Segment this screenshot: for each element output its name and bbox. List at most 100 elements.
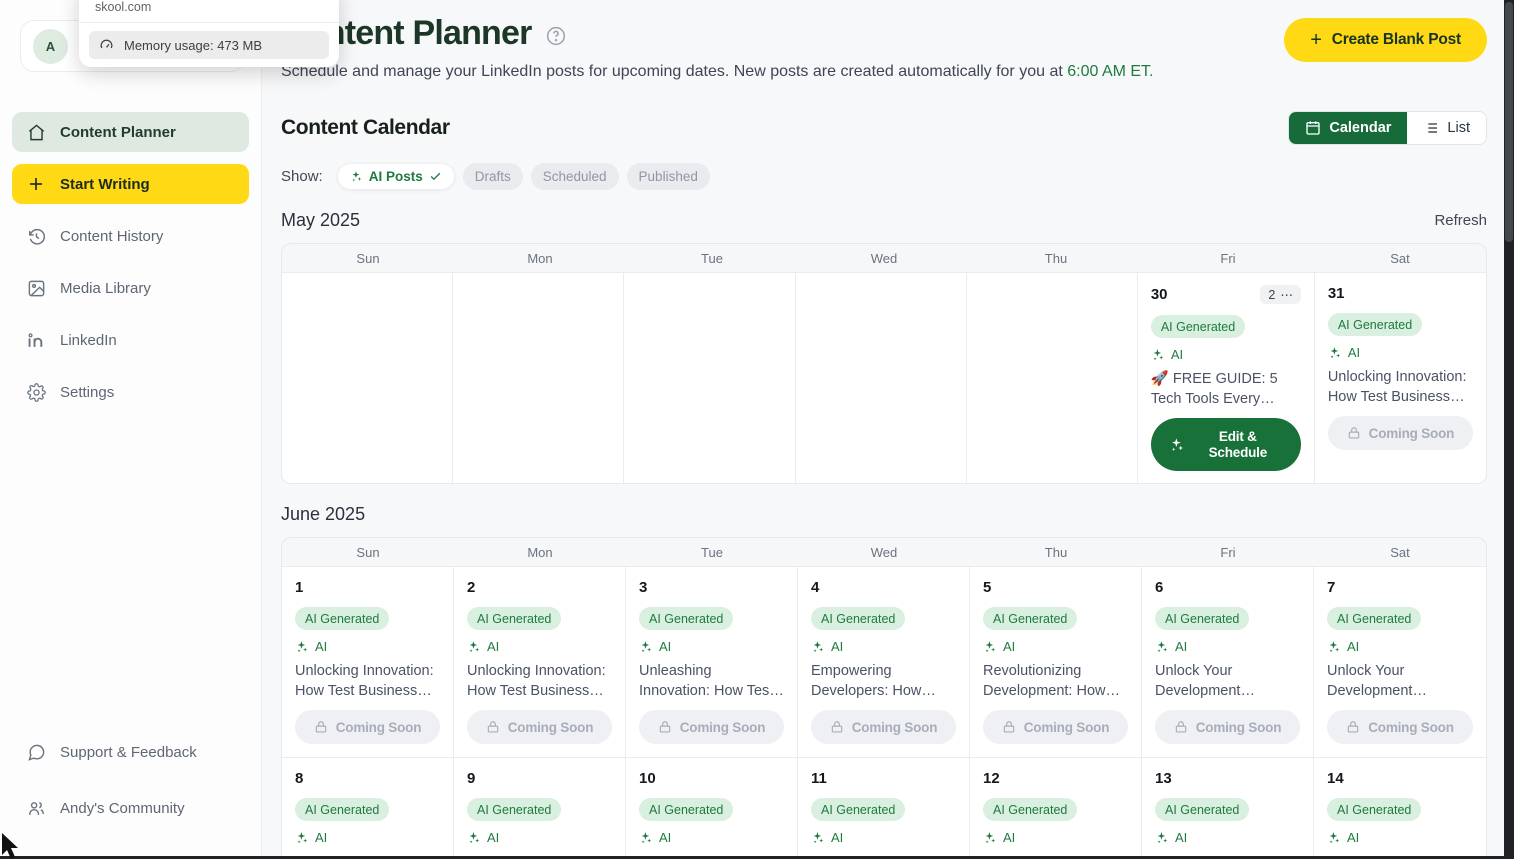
sidebar-item-support-feedback[interactable]: Support & Feedback [12, 732, 249, 772]
month-header: May 2025 Refresh [281, 210, 1487, 231]
ai-label-row: AI [1328, 345, 1473, 360]
ai-label-row: AI [1155, 830, 1300, 845]
post-title[interactable]: Revolutionizing Development: How Tes... [983, 663, 1106, 699]
sparkle-icon [1169, 437, 1185, 453]
sparkle-icon [1328, 346, 1342, 360]
list-view-toggle[interactable]: List [1407, 112, 1486, 144]
filter-chip-published[interactable]: Published [626, 163, 710, 190]
coming-soon-label: Coming Soon [851, 719, 938, 735]
more-posts-badge[interactable]: 2 ⋯ [1260, 285, 1301, 304]
day-header: Mon [527, 250, 553, 266]
ai-label-row: AI [983, 639, 1128, 654]
sparkle-icon [467, 640, 481, 654]
calendar-cell: 6 AI Generated AI Unlock Your Development P… [1142, 567, 1314, 757]
ai-label-row: AI [811, 639, 956, 654]
cell-day-row: 2 [467, 579, 612, 596]
sidebar-item-linkedin[interactable]: LinkedIn [12, 320, 249, 360]
ai-generated-pill: AI Generated [639, 798, 734, 821]
month-title: May 2025 [281, 210, 361, 230]
sparkle-icon [350, 170, 363, 183]
people-icon [26, 798, 46, 818]
day-number: 8 [295, 770, 304, 787]
scrollbar-thumb[interactable] [1505, 2, 1513, 242]
post-title[interactable]: Empowering Developers: How Test... [811, 663, 922, 699]
memory-usage-item[interactable]: Memory usage: 473 MB [89, 31, 329, 59]
post-title[interactable]: Unleashing Innovation: How Test Business… [639, 663, 774, 699]
sidebar-item-label: Content History [60, 227, 164, 245]
linkedin-icon [26, 330, 46, 350]
calendar-icon [1305, 120, 1321, 136]
ai-generated-pill: AI Generated [1327, 798, 1422, 821]
day-number: 31 [1327, 285, 1345, 302]
post-title[interactable]: 🚀 FREE GUIDE: 5 Tech Tools Every Develop… [1150, 371, 1278, 407]
sidebar-item-label: LinkedIn [60, 331, 117, 349]
sparkle-icon [1327, 831, 1341, 845]
ai-label: AI [1175, 830, 1188, 845]
calendar-cell: 2 AI Generated AI Unlocking Innovation: How… [454, 567, 626, 757]
vertical-scrollbar[interactable] [1504, 0, 1514, 859]
post-title[interactable]: Unlocking Innovation: How Test Business … [1327, 369, 1467, 405]
calendar-cell: 11 AI Generated AI [798, 758, 970, 856]
sidebar-item-label: Settings [60, 383, 115, 401]
refresh-link[interactable]: Refresh [1434, 212, 1487, 229]
ai-label-row: AI [1151, 347, 1301, 362]
day-number: 9 [467, 770, 476, 787]
day-number: 7 [1327, 579, 1336, 596]
calendar-view-toggle[interactable]: Calendar [1289, 112, 1408, 144]
filter-chip-label: Drafts [474, 169, 511, 184]
edit-schedule-label: Edit & Schedule [1208, 428, 1268, 460]
coming-soon-label: Coming Soon [507, 719, 594, 735]
sparkle-icon [295, 640, 309, 654]
sidebar-item-media-library[interactable]: Media Library [12, 268, 249, 308]
check-icon [429, 170, 442, 183]
coming-soon-label: Coming Soon [1023, 719, 1110, 735]
post-title[interactable]: Unlocking Innovation: How Test Business … [467, 663, 606, 699]
ai-label: AI [1003, 830, 1016, 845]
calendar-cell: 14 AI Generated AI [1314, 758, 1486, 856]
ai-generated-pill: AI Generated [639, 607, 734, 630]
create-blank-post-button[interactable]: + Create Blank Post [1284, 18, 1487, 62]
ai-label: AI [831, 830, 844, 845]
sidebar-item-label: Start Writing [60, 175, 150, 193]
day-header: Wed [870, 544, 898, 560]
day-number: 1 [295, 579, 304, 596]
sidebar-item-start-writing[interactable]: Start Writing [12, 164, 249, 204]
sidebar-item-andy-s-community[interactable]: Andy's Community [12, 788, 249, 828]
ai-label-row: AI [1327, 830, 1473, 845]
sparkle-icon [1327, 640, 1341, 654]
post-title[interactable]: Unlocking Innovation: How Test Business … [295, 663, 434, 699]
month-header: June 2025 [281, 504, 1487, 525]
sparkle-icon [639, 640, 653, 654]
help-icon[interactable] [546, 26, 566, 46]
lock-icon [658, 720, 672, 734]
calendar-cell: 8 AI Generated AI [282, 758, 454, 856]
day-number: 3 [639, 579, 648, 596]
post-title[interactable]: Unlock Your Development Potential... [1327, 663, 1413, 699]
cell-day-row: 4 [811, 579, 956, 596]
ai-generated-pill: AI Generated [295, 607, 390, 630]
ai-label-row: AI [1327, 639, 1473, 654]
plus-icon: + [1310, 28, 1322, 51]
edit-and-schedule-button[interactable]: Edit & Schedule [1150, 418, 1301, 471]
coming-soon-button: Coming Soon [295, 710, 440, 744]
month-section: June 2025 Sun Mon Tue Wed Thu Fri Sat 1 AI Genera… [281, 504, 1487, 856]
ai-generated-pill: AI Generated [983, 607, 1078, 630]
window-bottom-edge [0, 856, 1514, 859]
sidebar-item-settings[interactable]: Settings [12, 372, 249, 412]
calendar-table: Sun Mon Tue Wed Thu Fri Sat 1 AI Generated AI Unlo… [281, 537, 1487, 856]
sidebar-item-content-history[interactable]: Content History [12, 216, 249, 256]
sparkle-icon [983, 640, 997, 654]
ai-label-row: AI [639, 639, 784, 654]
day-number: 12 [983, 770, 1000, 787]
sidebar-item-content-planner[interactable]: Content Planner [12, 112, 249, 152]
ellipsis-icon: ⋯ [1280, 288, 1293, 302]
ai-label: AI [315, 639, 328, 654]
month-section: May 2025 Refresh Sun Mon Tue Wed Thu Fri Sat 30 2 ⋯… [281, 210, 1487, 484]
coming-soon-label: Coming Soon [1195, 719, 1282, 735]
post-title[interactable]: Unlock Your Development Potential... [1155, 663, 1241, 699]
filter-chip-scheduled[interactable]: Scheduled [530, 163, 619, 190]
cell-day-row: 30 2 ⋯ [1151, 285, 1301, 304]
filter-chip-ai-posts[interactable]: AI Posts [336, 163, 455, 190]
filter-chip-drafts[interactable]: Drafts [462, 163, 523, 190]
day-number: 2 [467, 579, 476, 596]
